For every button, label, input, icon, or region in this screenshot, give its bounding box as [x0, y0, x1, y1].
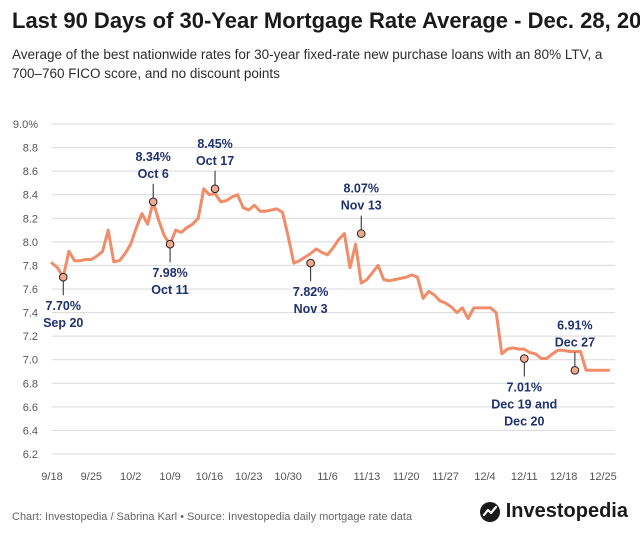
x-tick-label: 11/13: [353, 471, 380, 483]
y-tick-label: 8.4: [23, 190, 38, 202]
y-tick-label: 6.4: [23, 425, 38, 437]
x-tick-label: 12/4: [474, 471, 495, 483]
y-tick-label: 7.2: [23, 331, 38, 343]
annotation-rate: 7.82%: [293, 285, 328, 299]
annotation-rate: 8.45%: [197, 137, 232, 151]
investopedia-logo-icon: [479, 501, 500, 522]
x-tick-label: 10/23: [235, 471, 263, 483]
annotation-marker: [570, 366, 580, 375]
annotation-date: Oct 11: [151, 283, 189, 297]
annotation-date: Oct 17: [196, 154, 234, 168]
y-tick-label: 8.0: [23, 237, 38, 249]
y-tick-label: 7.6: [23, 284, 38, 296]
annotation-marker: [165, 239, 175, 249]
y-tick-label: 6.8: [23, 378, 38, 390]
annotation-marker: [306, 258, 315, 268]
annotation-rate: 8.07%: [344, 182, 379, 196]
y-tick-label: 9.0%: [13, 119, 38, 131]
x-tick-label: 10/9: [159, 471, 180, 483]
y-tick-label: 7.0: [23, 355, 38, 367]
brand-logo: Investopedia: [479, 500, 628, 523]
annotation-marker: [58, 272, 68, 282]
y-tick-label: 6.6: [23, 402, 38, 414]
x-tick-label: 10/30: [274, 471, 302, 483]
annotation-rate: 7.01%: [507, 381, 542, 395]
chart-subtitle: Average of the best nationwide rates for…: [12, 47, 603, 81]
x-tick-label: 11/20: [393, 471, 420, 483]
y-tick-label: 7.8: [23, 260, 38, 272]
chart-title: Last 90 Days of 30-Year Mortgage Rate Av…: [12, 8, 640, 33]
brand-name: Investopedia: [505, 500, 628, 522]
annotation-marker: [519, 354, 529, 363]
y-tick-label: 8.8: [23, 143, 38, 155]
annotation-marker: [356, 229, 366, 238]
y-tick-label: 7.4: [23, 308, 38, 320]
y-tick-label: 6.2: [23, 449, 38, 461]
x-tick-label: 12/11: [511, 471, 538, 483]
annotation-rate: 7.70%: [46, 299, 81, 313]
annotation-date: Dec 27: [555, 335, 595, 349]
x-tick-label: 9/25: [81, 471, 102, 483]
y-tick-label: 8.2: [23, 213, 38, 225]
annotation-marker: [148, 197, 158, 207]
x-tick-label: 12/18: [550, 471, 578, 483]
annotation-date: Nov 3: [294, 302, 328, 316]
annotation-rate: 7.98%: [152, 266, 187, 280]
annotation-rate: 8.34%: [135, 150, 170, 164]
y-tick-label: 8.6: [23, 166, 38, 178]
chart-credit: Chart: Investopedia / Sabrina Karl • Sou…: [12, 511, 413, 523]
annotation-rate: 6.91%: [557, 318, 592, 332]
x-tick-label: 9/18: [41, 471, 62, 483]
x-tick-label: 10/2: [120, 471, 141, 483]
x-tick-label: 12/25: [589, 471, 617, 483]
series-line: [50, 187, 611, 372]
annotation-date: Dec 20: [504, 415, 544, 429]
x-tick-label: 10/16: [196, 471, 224, 483]
annotation-date: Nov 13: [341, 199, 382, 213]
annotation-date: Sep 20: [43, 316, 83, 330]
annotation-date: Oct 6: [138, 167, 169, 181]
x-tick-label: 11/27: [432, 471, 459, 483]
annotation-marker: [210, 184, 220, 194]
annotation-date: Dec 19 and: [491, 398, 557, 412]
x-tick-label: 11/6: [317, 471, 338, 483]
